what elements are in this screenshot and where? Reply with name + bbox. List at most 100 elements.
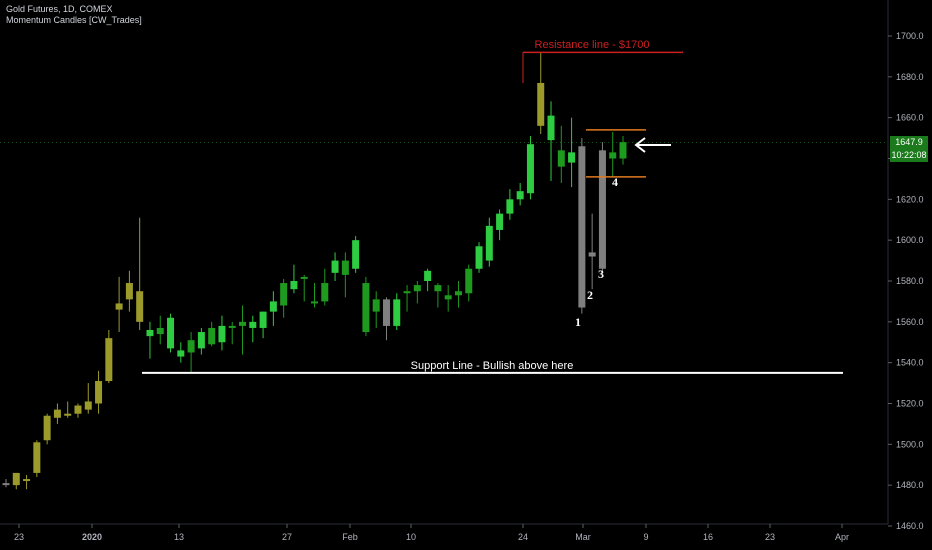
candle-body[interactable]	[578, 146, 586, 308]
candle-body[interactable]	[146, 330, 154, 337]
candle-body[interactable]	[506, 199, 514, 214]
price-tick-label: 1480.0	[896, 480, 924, 490]
price-tick-label: 1600.0	[896, 235, 924, 245]
time-tick-label: Apr	[835, 532, 849, 542]
time-tick-label: 27	[282, 532, 292, 542]
marker-4: 4	[612, 175, 618, 189]
candles-layer	[2, 52, 627, 490]
candle-body[interactable]	[444, 295, 452, 300]
time-tick-label: Feb	[342, 532, 358, 542]
price-tick-label: 1460.0	[896, 521, 924, 531]
price-tick-label: 1520.0	[896, 399, 924, 409]
candle-body[interactable]	[84, 401, 92, 410]
candle-body[interactable]	[537, 82, 545, 126]
candle-body[interactable]	[208, 327, 216, 345]
price-tick-label: 1620.0	[896, 194, 924, 204]
candle-body[interactable]	[352, 240, 360, 269]
time-axis[interactable]: 23 2020 13 27 Feb 10 24 Mar 9 16 23 Apr	[14, 524, 849, 542]
time-tick-label: 24	[518, 532, 528, 542]
time-tick-label: 2020	[82, 532, 102, 542]
marker-2: 2	[587, 288, 593, 302]
candle-body[interactable]	[413, 285, 421, 292]
support-label[interactable]: Support Line - Bullish above here	[411, 360, 574, 372]
candle-body[interactable]	[53, 409, 61, 418]
candle-body[interactable]	[239, 321, 247, 326]
candle-body[interactable]	[434, 285, 442, 292]
marker-1: 1	[575, 315, 581, 329]
candle-body[interactable]	[187, 340, 195, 353]
candle-body[interactable]	[74, 405, 82, 414]
candle-body[interactable]	[424, 270, 432, 281]
candle-body[interactable]	[197, 332, 205, 349]
price-tick-label: 1560.0	[896, 317, 924, 327]
candle-body[interactable]	[167, 317, 175, 349]
annotations: Resistance line - $1700 Support Line - B…	[411, 39, 671, 372]
candle-body[interactable]	[341, 260, 349, 275]
price-tick-label: 1680.0	[896, 72, 924, 82]
candle-body[interactable]	[598, 150, 606, 269]
candle-body[interactable]	[311, 301, 318, 304]
time-tick-label: 23	[14, 532, 24, 542]
time-tick-label: 16	[703, 532, 713, 542]
candle-body[interactable]	[403, 291, 411, 294]
resistance-label[interactable]: Resistance line - $1700	[535, 39, 650, 51]
candle-body[interactable]	[249, 321, 257, 328]
candle-body[interactable]	[619, 142, 627, 159]
candle-body[interactable]	[362, 283, 370, 333]
candle-body[interactable]	[526, 144, 534, 194]
last-price-tag: 1647.9	[890, 136, 928, 149]
candle-body[interactable]	[321, 283, 329, 302]
candle-body[interactable]	[259, 311, 267, 328]
price-tick-label: 1580.0	[896, 276, 924, 286]
candle-body[interactable]	[156, 327, 164, 335]
candle-body[interactable]	[588, 252, 596, 257]
candle-body[interactable]	[568, 152, 576, 163]
price-axis[interactable]: 1700.01680.01660.01640.01620.01600.01580…	[888, 31, 924, 531]
candle-body[interactable]	[43, 415, 51, 441]
candle-body[interactable]	[12, 472, 20, 486]
candle-body[interactable]	[125, 283, 133, 300]
candle-body[interactable]	[465, 268, 473, 294]
marker-3: 3	[598, 267, 604, 281]
candle-body[interactable]	[115, 303, 123, 310]
candle-body[interactable]	[280, 283, 288, 306]
candle-body[interactable]	[136, 291, 144, 322]
candle-body[interactable]	[393, 299, 401, 326]
candle-body[interactable]	[95, 381, 103, 404]
candle-body[interactable]	[2, 483, 10, 486]
candle-body[interactable]	[547, 115, 555, 141]
candle-body[interactable]	[331, 260, 339, 273]
candle-body[interactable]	[218, 325, 226, 343]
countdown-tag: 10:22:08	[890, 149, 928, 162]
candle-body[interactable]	[516, 191, 524, 200]
price-tick-label: 1500.0	[896, 439, 924, 449]
candle-body[interactable]	[105, 338, 113, 382]
time-tick-label: 10	[406, 532, 416, 542]
time-tick-label: 13	[174, 532, 184, 542]
candle-body[interactable]	[177, 350, 185, 357]
candle-body[interactable]	[23, 479, 31, 482]
candle-body[interactable]	[454, 291, 462, 296]
price-tick-label: 1540.0	[896, 358, 924, 368]
time-tick-label: 9	[643, 532, 648, 542]
drawing-lines[interactable]	[0, 51, 888, 374]
time-tick-label: Mar	[575, 532, 591, 542]
candle-body[interactable]	[382, 299, 390, 326]
candle-body[interactable]	[485, 225, 493, 261]
time-tick-label: 23	[765, 532, 775, 542]
indicator-title[interactable]: Momentum Candles [CW_Trades]	[6, 15, 142, 25]
candle-body[interactable]	[609, 152, 617, 159]
candle-body[interactable]	[475, 246, 483, 269]
candle-body[interactable]	[557, 150, 565, 167]
candle-body[interactable]	[372, 299, 380, 312]
candle-body[interactable]	[228, 325, 236, 328]
candle-body[interactable]	[269, 301, 277, 312]
candle-body[interactable]	[496, 213, 504, 230]
candle-body[interactable]	[300, 276, 308, 279]
symbol-title[interactable]: Gold Futures, 1D, COMEX	[6, 4, 113, 14]
candle-body[interactable]	[290, 281, 298, 290]
candle-body[interactable]	[33, 442, 41, 473]
candle-body[interactable]	[64, 413, 72, 416]
arrow-left-icon[interactable]	[634, 137, 671, 153]
